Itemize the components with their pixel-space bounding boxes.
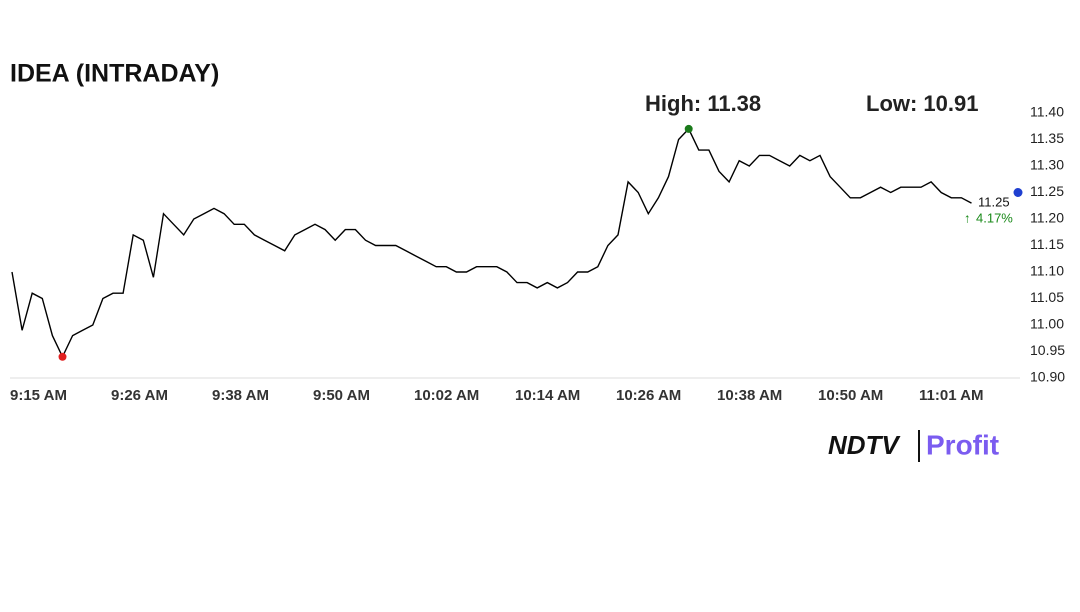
- x-tick-label: 9:38 AM: [212, 387, 269, 404]
- brand: NDTV: [828, 430, 901, 460]
- low-marker: [58, 352, 67, 361]
- y-tick-label: 11.40: [1030, 104, 1064, 120]
- x-tick-label: 9:26 AM: [111, 387, 168, 404]
- last-value-label: 11.25: [978, 194, 1010, 209]
- high-marker: [684, 124, 693, 133]
- x-tick-label: 11:01 AM: [919, 387, 983, 404]
- x-tick-label: 10:38 AM: [717, 387, 782, 404]
- chart-title: IDEA (INTRADAY): [10, 60, 219, 88]
- x-tick-label: 9:15 AM: [10, 387, 67, 404]
- change-arrow: ↑: [964, 210, 971, 225]
- last-marker: [1013, 188, 1023, 197]
- y-tick-label: 11.35: [1030, 130, 1064, 146]
- price-line: [11, 127, 972, 359]
- x-tick-label: 10:26 AM: [616, 387, 681, 404]
- high-label: High: 11.38: [645, 91, 761, 116]
- x-tick-label: 10:02 AM: [414, 387, 479, 404]
- y-tick-label: 11.10: [1030, 263, 1064, 279]
- brand-sub: Profit: [926, 429, 999, 460]
- y-tick-label: 11.30: [1030, 157, 1064, 173]
- y-tick-label: 10.90: [1030, 369, 1065, 385]
- y-tick-label: 11.15: [1030, 236, 1064, 252]
- change-label: 4.17%: [976, 210, 1013, 225]
- low-label: Low: 10.91: [866, 91, 978, 116]
- y-tick-label: 11.05: [1030, 289, 1064, 305]
- x-tick-label: 10:14 AM: [515, 387, 580, 404]
- y-tick-label: 11.25: [1030, 183, 1064, 199]
- y-tick-label: 11.00: [1030, 316, 1064, 332]
- y-tick-label: 10.95: [1030, 342, 1065, 358]
- y-tick-label: 11.20: [1030, 210, 1064, 226]
- x-tick-label: 9:50 AM: [313, 387, 370, 404]
- x-tick-label: 10:50 AM: [818, 387, 883, 404]
